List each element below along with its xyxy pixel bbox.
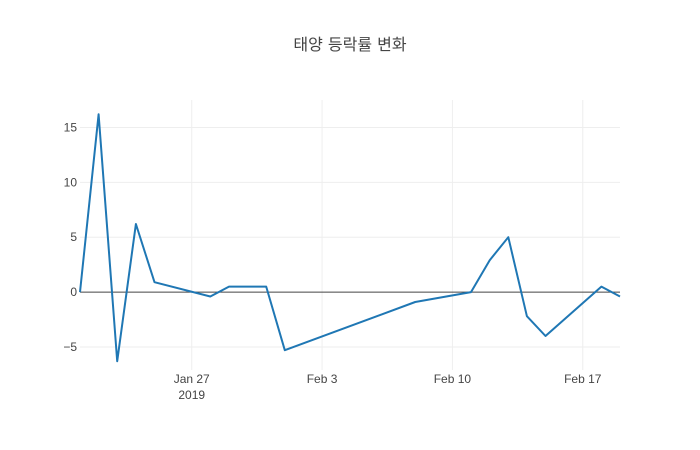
x-tick-sublabel: 2019 [178, 388, 205, 402]
x-tick-label: Feb 3 [307, 372, 338, 386]
chart-title: 태양 등락률 변화 [293, 35, 406, 54]
x-tick-label: Feb 10 [434, 372, 472, 386]
y-tick-label: 15 [64, 120, 78, 134]
x-tick-label: Jan 27 [174, 372, 210, 386]
x-tick-label: Feb 17 [564, 372, 602, 386]
y-axis-ticks: −5 0 5 10 15 [63, 120, 77, 354]
grid [80, 100, 620, 370]
series-layer [79, 113, 621, 363]
series-line [79, 113, 621, 363]
y-tick-label: −5 [63, 340, 77, 354]
x-axis-ticks: Jan 27 2019 Feb 3 Feb 10 Feb 17 [174, 372, 602, 402]
y-tick-label: 10 [64, 175, 78, 189]
y-tick-label: 5 [70, 230, 77, 244]
y-tick-label: 0 [70, 285, 77, 299]
